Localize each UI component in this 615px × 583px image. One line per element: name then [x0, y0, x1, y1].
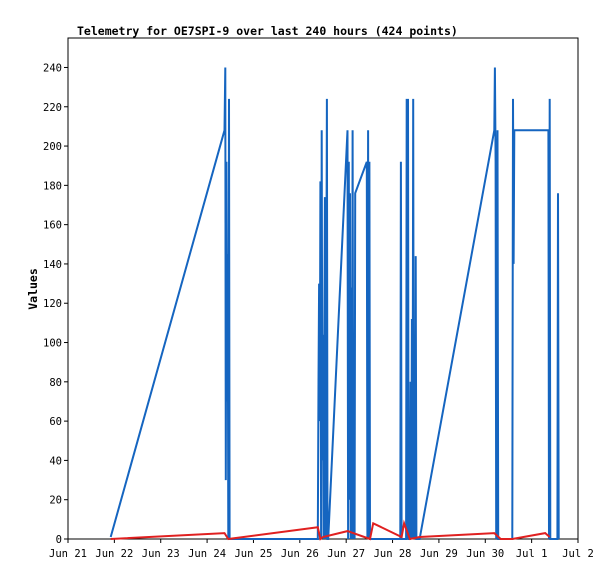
series-line-1 [109, 67, 560, 540]
y-tick-label: 100 [43, 338, 62, 350]
y-axis-ticks: 0 20 40 60 80 100 120 140 160 180 200 220 240 [43, 62, 68, 546]
y-tick-label: 60 [49, 416, 62, 428]
x-axis-ticks: Jun 21 Jun 22 Jun 23 Jun 24 Jun 25 Jun 26 Jun … [49, 539, 594, 560]
y-tick-label: 120 [43, 298, 62, 310]
x-tick-label: Jun 25 [234, 548, 272, 560]
y-tick-label: 160 [43, 220, 62, 232]
series-line-2 [110, 519, 551, 541]
x-tick-label: Jun 24 [188, 548, 226, 560]
y-tick-label: 140 [43, 259, 62, 271]
x-tick-label: Jun 27 [327, 548, 365, 560]
y-tick-label: 240 [43, 62, 62, 74]
x-tick-label: Jul 2 [562, 548, 594, 560]
x-tick-label: Jun 22 [95, 548, 133, 560]
y-tick-label: 20 [49, 495, 62, 507]
y-tick-label: 220 [43, 102, 62, 114]
x-tick-label: Jun 26 [281, 548, 319, 560]
y-axis-label: Values [26, 268, 40, 310]
chart-title: Telemetry for OE7SPI-9 over last 240 hou… [77, 24, 458, 38]
x-tick-label: Jul 1 [516, 548, 548, 560]
x-tick-label: Jun 30 [466, 548, 504, 560]
x-tick-label: Jun 28 [374, 548, 412, 560]
y-tick-label: 0 [56, 534, 62, 546]
y-tick-label: 80 [49, 377, 62, 389]
x-tick-label: Jun 23 [142, 548, 180, 560]
y-tick-label: 180 [43, 180, 62, 192]
y-tick-label: 40 [49, 455, 62, 467]
y-tick-label: 200 [43, 141, 62, 153]
x-tick-label: Jun 29 [420, 548, 458, 560]
series-layer [109, 67, 560, 541]
x-tick-label: Jun 21 [49, 548, 87, 560]
